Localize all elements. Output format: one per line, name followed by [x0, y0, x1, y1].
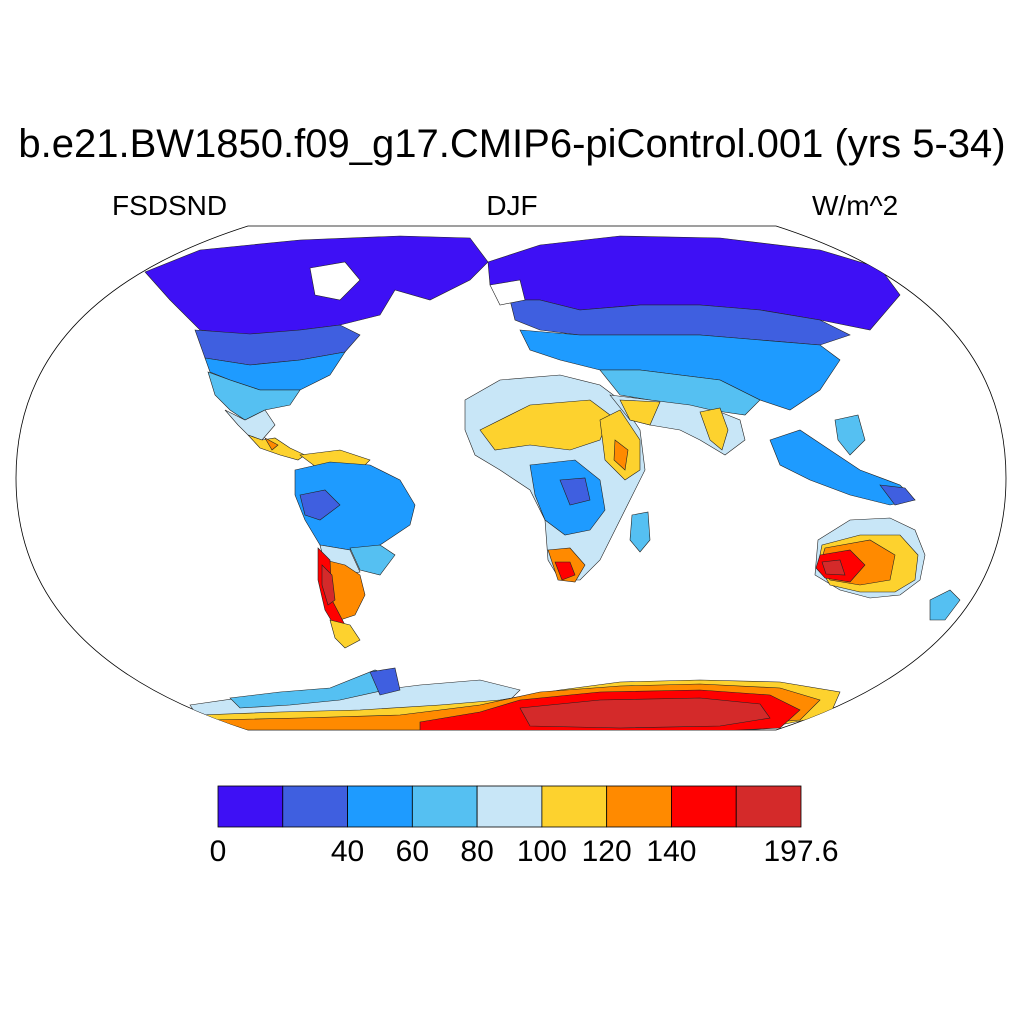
north-america-region — [144, 235, 489, 461]
south-america-region — [294, 449, 416, 649]
antarctica-region — [189, 667, 841, 730]
units-label: W/m^2 — [812, 190, 899, 221]
eurasia-region — [487, 235, 901, 456]
plot-title: b.e21.BW1850.f09_g17.CMIP6-piControl.001… — [18, 122, 1006, 166]
colorbar-swatch — [411, 785, 478, 828]
colorbar-tick-label: 100 — [516, 835, 567, 868]
colorbar-tick-label: 60 — [395, 835, 430, 868]
colorbar-swatch — [217, 785, 284, 828]
colorbar-tick-label: 0 — [209, 835, 227, 868]
colorbar-tick-label: 120 — [581, 835, 632, 868]
africa-region — [464, 374, 651, 583]
colorbar-tick-label: 80 — [460, 835, 494, 868]
colorbar-tick-label: 197.6 — [763, 835, 839, 868]
southeast-asia-region — [769, 414, 916, 506]
season-label: DJF — [486, 190, 538, 221]
colorbar — [217, 785, 802, 828]
colorbar-swatch — [541, 785, 608, 828]
colorbar-tick-label: 40 — [330, 835, 365, 868]
australia-region — [814, 517, 961, 621]
colorbar-swatch — [282, 785, 348, 828]
variable-label: FSDSND — [112, 190, 228, 221]
colorbar-swatch — [606, 785, 672, 828]
colorbar-swatch — [671, 785, 737, 828]
colorbar-swatch — [735, 785, 802, 828]
colorbar-tick-label: 140 — [646, 835, 697, 868]
colorbar-swatch — [476, 785, 543, 828]
colorbar-swatch — [347, 785, 413, 828]
